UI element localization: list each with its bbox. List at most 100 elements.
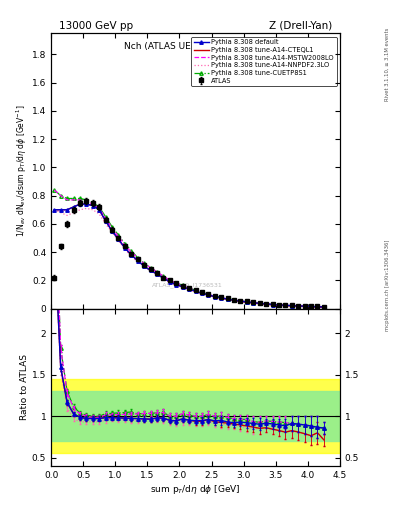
Pythia 8.308 tune-A14-NNPDF2.3LO [244, 300, 249, 306]
Pythia 8.308 default [90, 202, 95, 208]
Pythia 8.308 default [103, 218, 108, 224]
Pythia 8.308 tune-CUETP8S1 [136, 254, 140, 261]
Pythia 8.308 tune-A14-CTEQL1 [180, 284, 185, 290]
Text: Rivet 3.1.10, ≥ 3.1M events: Rivet 3.1.10, ≥ 3.1M events [385, 28, 389, 101]
Pythia 8.308 tune-A14-NNPDF2.3LO [78, 207, 83, 213]
Pythia 8.308 tune-A14-MSTW2008LO [154, 269, 160, 275]
Pythia 8.308 tune-A14-CTEQL1 [225, 296, 230, 303]
Pythia 8.308 tune-A14-CTEQL1 [148, 267, 153, 273]
Pythia 8.308 tune-A14-CTEQL1 [136, 258, 140, 264]
Pythia 8.308 default [212, 293, 217, 300]
Pythia 8.308 tune-CUETP8S1 [167, 278, 172, 284]
Pythia 8.308 tune-A14-CTEQL1 [103, 218, 108, 224]
Pythia 8.308 default [52, 207, 57, 213]
X-axis label: sum p$_T$/d$\eta$ d$\phi$ [GeV]: sum p$_T$/d$\eta$ d$\phi$ [GeV] [150, 482, 241, 496]
Pythia 8.308 tune-CUETP8S1 [116, 232, 121, 238]
Pythia 8.308 tune-A14-MSTW2008LO [180, 282, 185, 288]
Pythia 8.308 default [270, 302, 275, 308]
Pythia 8.308 tune-CUETP8S1 [264, 301, 268, 307]
Pythia 8.308 tune-A14-CTEQL1 [78, 201, 83, 207]
Line: Pythia 8.308 tune-CUETP8S1: Pythia 8.308 tune-CUETP8S1 [53, 188, 326, 309]
Pythia 8.308 tune-A14-MSTW2008LO [264, 301, 268, 307]
Pythia 8.308 tune-CUETP8S1 [289, 303, 294, 309]
Pythia 8.308 default [167, 279, 172, 285]
Pythia 8.308 tune-CUETP8S1 [161, 273, 166, 279]
Pythia 8.308 tune-A14-CTEQL1 [289, 303, 294, 309]
Pythia 8.308 default [200, 290, 204, 296]
Pythia 8.308 tune-A14-MSTW2008LO [244, 298, 249, 305]
Pythia 8.308 default [161, 275, 166, 281]
Pythia 8.308 default [187, 286, 191, 292]
Pythia 8.308 default [302, 303, 307, 309]
Pythia 8.308 tune-A14-NNPDF2.3LO [148, 267, 153, 273]
Pythia 8.308 tune-A14-CTEQL1 [277, 302, 281, 308]
Pythia 8.308 tune-A14-MSTW2008LO [71, 197, 76, 203]
Pythia 8.308 tune-A14-CTEQL1 [110, 228, 114, 234]
Pythia 8.308 default [116, 237, 121, 243]
Pythia 8.308 tune-A14-CTEQL1 [59, 207, 63, 213]
Pythia 8.308 tune-A14-MSTW2008LO [142, 260, 147, 266]
Pythia 8.308 tune-A14-NNPDF2.3LO [129, 253, 134, 260]
Pythia 8.308 tune-A14-CTEQL1 [97, 207, 101, 213]
Pythia 8.308 tune-A14-NNPDF2.3LO [251, 300, 256, 306]
Pythia 8.308 default [283, 302, 288, 308]
Pythia 8.308 tune-CUETP8S1 [187, 285, 191, 291]
Pythia 8.308 tune-CUETP8S1 [142, 260, 147, 266]
Pythia 8.308 tune-A14-NNPDF2.3LO [52, 207, 57, 213]
Pythia 8.308 tune-A14-CTEQL1 [52, 207, 57, 213]
Pythia 8.308 tune-A14-MSTW2008LO [148, 265, 153, 271]
Pythia 8.308 tune-CUETP8S1 [277, 302, 281, 308]
Pythia 8.308 tune-A14-MSTW2008LO [251, 300, 256, 306]
Pythia 8.308 tune-CUETP8S1 [238, 298, 243, 304]
Pythia 8.308 tune-A14-CTEQL1 [219, 295, 224, 301]
Pythia 8.308 tune-CUETP8S1 [174, 280, 178, 286]
Text: ATLAS_2019_I1736531: ATLAS_2019_I1736531 [151, 283, 222, 288]
Pythia 8.308 tune-A14-NNPDF2.3LO [309, 304, 314, 310]
Pythia 8.308 default [174, 282, 178, 288]
Pythia 8.308 tune-A14-CTEQL1 [90, 202, 95, 208]
Pythia 8.308 default [289, 303, 294, 309]
Pythia 8.308 tune-CUETP8S1 [212, 293, 217, 299]
Pythia 8.308 tune-CUETP8S1 [148, 265, 153, 271]
Pythia 8.308 tune-CUETP8S1 [257, 300, 262, 306]
Pythia 8.308 tune-CUETP8S1 [84, 197, 89, 203]
Pythia 8.308 tune-CUETP8S1 [309, 304, 314, 310]
Pythia 8.308 default [84, 201, 89, 207]
Pythia 8.308 tune-A14-NNPDF2.3LO [187, 287, 191, 293]
Pythia 8.308 tune-CUETP8S1 [129, 248, 134, 254]
Pythia 8.308 tune-CUETP8S1 [251, 300, 256, 306]
Pythia 8.308 tune-A14-CTEQL1 [193, 288, 198, 294]
Pythia 8.308 tune-CUETP8S1 [315, 304, 320, 310]
Pythia 8.308 tune-A14-MSTW2008LO [315, 304, 320, 310]
Pythia 8.308 tune-A14-CTEQL1 [200, 290, 204, 296]
Pythia 8.308 tune-A14-MSTW2008LO [90, 201, 95, 207]
Pythia 8.308 tune-A14-MSTW2008LO [200, 289, 204, 295]
Pythia 8.308 default [315, 304, 320, 310]
Pythia 8.308 tune-A14-NNPDF2.3LO [142, 263, 147, 269]
Pythia 8.308 tune-A14-MSTW2008LO [283, 302, 288, 308]
Text: 13000 GeV pp: 13000 GeV pp [59, 20, 133, 31]
Pythia 8.308 tune-A14-CTEQL1 [264, 301, 268, 307]
Pythia 8.308 default [154, 271, 160, 277]
Pythia 8.308 tune-A14-NNPDF2.3LO [154, 272, 160, 278]
Pythia 8.308 tune-CUETP8S1 [71, 196, 76, 202]
Pythia 8.308 default [59, 207, 63, 213]
Pythia 8.308 tune-A14-MSTW2008LO [129, 249, 134, 255]
Pythia 8.308 tune-A14-MSTW2008LO [116, 233, 121, 240]
Y-axis label: 1/N$_{ev}$ dN$_{ev}$/dsum p$_T$/d$\eta$ d$\phi$ [GeV$^{-1}$]: 1/N$_{ev}$ dN$_{ev}$/dsum p$_T$/d$\eta$ … [15, 105, 29, 237]
Pythia 8.308 tune-A14-MSTW2008LO [174, 280, 178, 286]
Pythia 8.308 default [219, 295, 224, 301]
Pythia 8.308 tune-A14-NNPDF2.3LO [315, 304, 320, 310]
Pythia 8.308 tune-A14-CTEQL1 [296, 303, 301, 309]
Pythia 8.308 tune-A14-CTEQL1 [302, 304, 307, 310]
Text: mcplots.cern.ch [arXiv:1306.3436]: mcplots.cern.ch [arXiv:1306.3436] [385, 240, 389, 331]
Pythia 8.308 tune-A14-NNPDF2.3LO [110, 229, 114, 236]
Pythia 8.308 tune-A14-MSTW2008LO [270, 301, 275, 307]
Pythia 8.308 tune-A14-MSTW2008LO [123, 242, 127, 248]
Pythia 8.308 tune-CUETP8S1 [90, 200, 95, 206]
Pythia 8.308 tune-CUETP8S1 [97, 204, 101, 210]
Pythia 8.308 default [206, 292, 211, 298]
Pythia 8.308 default [232, 297, 237, 303]
Pythia 8.308 tune-A14-CTEQL1 [270, 302, 275, 308]
Pythia 8.308 default [71, 204, 76, 210]
